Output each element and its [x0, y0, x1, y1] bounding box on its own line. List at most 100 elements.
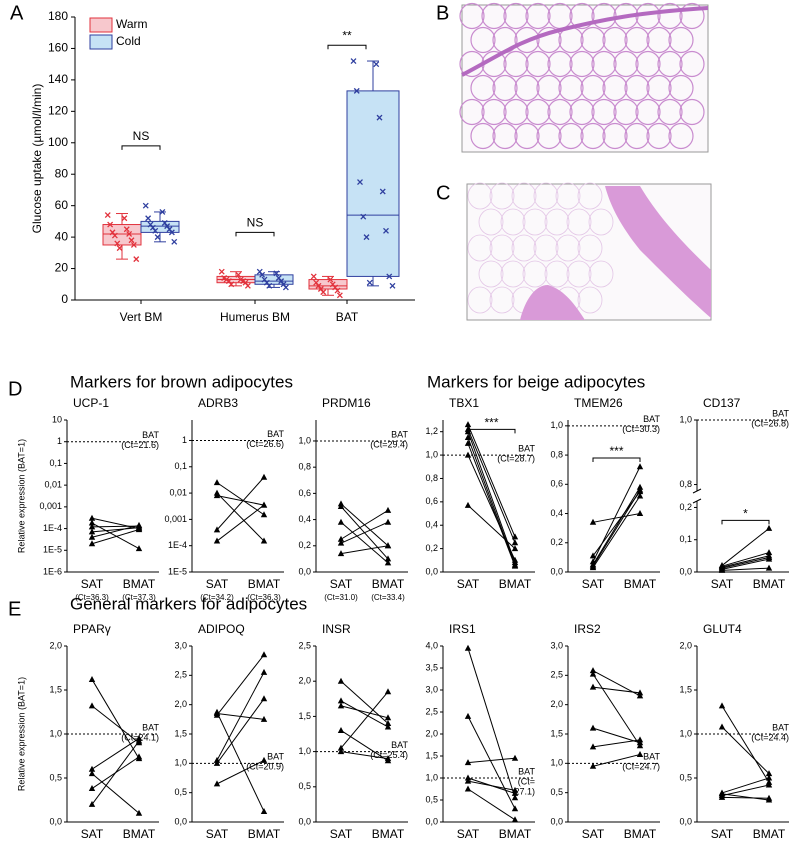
legend-swatch [89, 17, 113, 33]
category-note: (Ct=34.2) [200, 593, 234, 602]
cell [558, 122, 584, 150]
data-point [130, 242, 137, 248]
x-tick-label: BMAT [248, 577, 281, 591]
data-point [464, 774, 472, 781]
cell [503, 50, 529, 78]
cell [613, 50, 639, 78]
data-point [114, 240, 121, 247]
data-point [384, 506, 392, 513]
x-tick-label: SAT [582, 827, 605, 841]
reference-label: BAT [772, 722, 789, 732]
data-point [511, 805, 519, 812]
data-point [135, 545, 143, 552]
data-point [88, 675, 96, 682]
significance-bracket [327, 44, 367, 50]
cell [624, 26, 650, 54]
subject-line [340, 545, 389, 555]
reference-label: (Ct=25.4) [370, 750, 408, 760]
y-tick-label: 1,5 [679, 684, 692, 694]
data-point [145, 215, 152, 222]
y-tick-label: 0,8 [550, 449, 563, 459]
cell [588, 260, 614, 288]
data-point [765, 794, 773, 801]
data-point [171, 238, 178, 245]
y-tick-label: 20 [55, 261, 69, 275]
x-tick-label: BMAT [624, 577, 657, 591]
data-point [111, 232, 118, 239]
subject-line [467, 443, 516, 567]
significance-bracket [121, 145, 161, 150]
data-point [213, 780, 221, 787]
cell [536, 74, 562, 102]
subject-line [216, 495, 265, 506]
x-tick-label: BMAT [624, 827, 657, 841]
data-point [389, 282, 396, 289]
x-tick-label: Humerus BM [220, 310, 290, 324]
cell [668, 26, 694, 54]
data-point [384, 518, 392, 525]
data-point [464, 712, 472, 719]
data-point [636, 463, 644, 470]
cell [580, 26, 606, 54]
data-point [350, 58, 357, 64]
y-tick-label: 2,0 [425, 728, 438, 738]
y-tick-label: 1,0 [174, 758, 187, 768]
y-tick-label: 1 [57, 436, 62, 446]
y-tick-label: 0,0 [679, 566, 692, 576]
panel-label: E [8, 598, 21, 620]
legend-label: Warm [116, 17, 148, 31]
data-point [511, 545, 519, 552]
data-point [589, 518, 597, 525]
y-tick-label: 0,0 [425, 566, 438, 576]
panel-label: D [8, 378, 22, 400]
y-tick-label: 0,5 [174, 787, 187, 797]
cell [525, 98, 551, 126]
cell [489, 234, 515, 262]
cell [591, 98, 617, 126]
data-point [718, 723, 726, 730]
data-point [337, 502, 345, 509]
data-point [142, 202, 149, 209]
y-tick-label: 0,2 [550, 537, 563, 547]
y-tick-label: 0,01 [169, 487, 187, 497]
data-point [104, 212, 111, 219]
subject-line [216, 672, 265, 761]
y-tick-label: 0,5 [550, 787, 563, 797]
reference-label: (Ct=26.6) [246, 439, 284, 449]
legend-label: Cold [116, 34, 141, 48]
cell [525, 2, 551, 30]
subject-line [721, 555, 770, 568]
subject-line [467, 424, 516, 538]
y-tick-label: 120 [48, 104, 68, 118]
cell [635, 98, 661, 126]
data-point [337, 697, 345, 704]
data-point [337, 518, 345, 525]
reference-label: BAT [772, 408, 789, 418]
data-point [337, 539, 345, 546]
significance-bracket [467, 428, 516, 434]
reference-label: (Ct=20.9) [246, 762, 284, 772]
y-tick-label: 0,8 [425, 473, 438, 483]
subject-line [592, 489, 641, 567]
reference-label: BAT [267, 752, 284, 762]
data-point [260, 651, 268, 658]
data-point [464, 421, 472, 428]
data-point [260, 501, 268, 508]
cell [602, 74, 628, 102]
y-tick-label: 0,6 [298, 488, 311, 498]
data-point [260, 807, 268, 814]
x-tick-label: SAT [206, 827, 229, 841]
y-tick-label: 3,5 [425, 662, 438, 672]
subject-line [216, 698, 265, 764]
significance-label: ** [342, 28, 352, 42]
cell [577, 286, 603, 314]
y-axis-title: Glucose uptake (µmol/l/min) [30, 84, 44, 234]
data-point [260, 695, 268, 702]
data-point [260, 537, 268, 544]
subject-line [216, 654, 265, 716]
x-tick-label: BMAT [499, 577, 532, 591]
cell [544, 260, 570, 288]
data-point [511, 786, 519, 793]
data-point [88, 765, 96, 772]
cell [547, 98, 573, 126]
